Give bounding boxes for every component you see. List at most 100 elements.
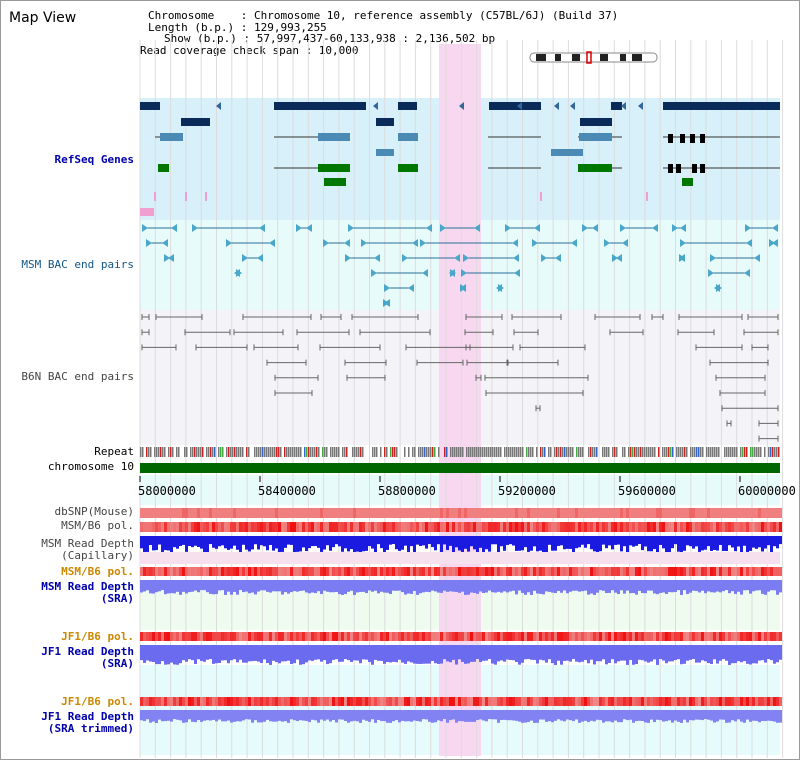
- depth-bar: [545, 536, 548, 553]
- pol-bar: [224, 567, 227, 576]
- bac-end-marker: [512, 239, 518, 247]
- pol-bar: [140, 567, 143, 576]
- pol-bar: [476, 632, 479, 641]
- depth-bar: [449, 536, 452, 546]
- pol-bar: [593, 697, 596, 706]
- depth-bar: [239, 645, 242, 660]
- label-refseq-genes[interactable]: RefSeq Genes: [54, 153, 134, 166]
- depth-bar: [779, 580, 782, 593]
- gene-exon: [676, 164, 681, 173]
- pol-bar: [362, 522, 365, 532]
- repeat-element: [236, 447, 238, 457]
- pol-bar: [185, 522, 188, 532]
- depth-bar: [464, 710, 467, 722]
- depth-bar: [242, 710, 245, 721]
- pol-bar: [302, 632, 305, 641]
- depth-bar: [419, 580, 422, 594]
- label-b6n-bac[interactable]: B6N BAC end pairs: [21, 370, 134, 383]
- pol-bar: [608, 522, 611, 532]
- pol-bar: [428, 632, 431, 641]
- pol-bar: [374, 697, 377, 706]
- pol-bar: [719, 522, 722, 532]
- label-msm-b6-pol-sra[interactable]: MSM/B6 pol.: [61, 565, 134, 578]
- pol-bar: [383, 522, 386, 532]
- depth-bar: [191, 645, 194, 661]
- bac-end-marker: [162, 239, 168, 247]
- depth-bar: [779, 710, 782, 723]
- repeat-element: [454, 447, 456, 457]
- pol-bar: [626, 632, 629, 641]
- depth-bar: [722, 710, 725, 720]
- repeat-element: [468, 447, 470, 457]
- depth-bar: [689, 536, 692, 547]
- ideogram-band: [620, 54, 626, 61]
- pol-bar: [167, 632, 170, 641]
- depth-bar: [332, 580, 335, 593]
- depth-bar: [659, 580, 662, 593]
- label-jf1-depth-sra[interactable]: JF1 Read Depth (SRA): [41, 645, 134, 670]
- dbsnp-bar: [728, 508, 731, 518]
- dbsnp-bar: [539, 508, 542, 518]
- depth-bar: [140, 536, 143, 549]
- label-dbsnp[interactable]: dbSNP(Mouse): [54, 505, 134, 518]
- repeat-element: [462, 447, 464, 457]
- gene-arrow: [517, 102, 522, 110]
- repeat-element: [446, 447, 448, 457]
- label-msm-b6-pol[interactable]: MSM/B6 pol.: [61, 519, 134, 532]
- pol-bar: [248, 632, 251, 641]
- depth-bar: [482, 710, 485, 721]
- depth-bar: [644, 536, 647, 547]
- depth-bar: [143, 580, 146, 592]
- depth-bar: [386, 580, 389, 593]
- label-msm-depth-sra[interactable]: MSM Read Depth (SRA): [41, 580, 134, 605]
- bac-end-marker: [612, 254, 618, 262]
- depth-bar: [632, 580, 635, 594]
- pol-bar: [545, 632, 548, 641]
- pol-bar: [377, 567, 380, 576]
- depth-bar: [764, 536, 767, 549]
- label-msm-depth-capillary[interactable]: MSM Read Depth (Capillary): [41, 537, 134, 562]
- label-jf1-b6-pol[interactable]: JF1/B6 pol.: [61, 630, 134, 643]
- depth-bar: [548, 536, 551, 545]
- pol-bar: [560, 697, 563, 706]
- repeat-element: [658, 447, 660, 457]
- pol-bar: [296, 522, 299, 532]
- bac-end-marker: [142, 224, 148, 232]
- pol-bar: [698, 522, 701, 532]
- pol-bar: [359, 697, 362, 706]
- repeat-element: [310, 447, 312, 457]
- depth-bar: [260, 645, 263, 664]
- bac-end-marker: [534, 224, 540, 232]
- label-jf1-depth-trimmed[interactable]: JF1 Read Depth (SRA trimmed): [41, 710, 134, 735]
- label-jf1-b6-pol-trimmed[interactable]: JF1/B6 pol.: [61, 695, 134, 708]
- pol-bar: [299, 697, 302, 706]
- depth-bar: [563, 536, 566, 550]
- pol-bar: [635, 567, 638, 576]
- pol-bar: [644, 567, 647, 576]
- depth-bar: [179, 710, 182, 721]
- repeat-element: [594, 447, 596, 457]
- repeat-element: [540, 447, 542, 457]
- pol-bar: [149, 522, 152, 532]
- pol-bar: [320, 567, 323, 576]
- label-repeat[interactable]: Repeat: [94, 445, 134, 458]
- pol-bar: [608, 632, 611, 641]
- pol-bar: [533, 632, 536, 641]
- pol-bar: [368, 632, 371, 641]
- depth-bar: [401, 645, 404, 663]
- pol-bar: [242, 697, 245, 706]
- pol-bar: [728, 697, 731, 706]
- pol-bar: [317, 632, 320, 641]
- pol-bar: [728, 522, 731, 532]
- pol-bar: [614, 567, 617, 576]
- dbsnp-bar: [752, 508, 755, 518]
- dbsnp-bar: [608, 508, 611, 518]
- pol-bar: [440, 697, 443, 706]
- pol-bar: [380, 697, 383, 706]
- depth-bar: [338, 645, 341, 662]
- depth-bar: [485, 645, 488, 661]
- label-msm-bac[interactable]: MSM BAC end pairs: [21, 258, 134, 271]
- depth-bar: [233, 536, 236, 546]
- pol-bar: [371, 567, 374, 576]
